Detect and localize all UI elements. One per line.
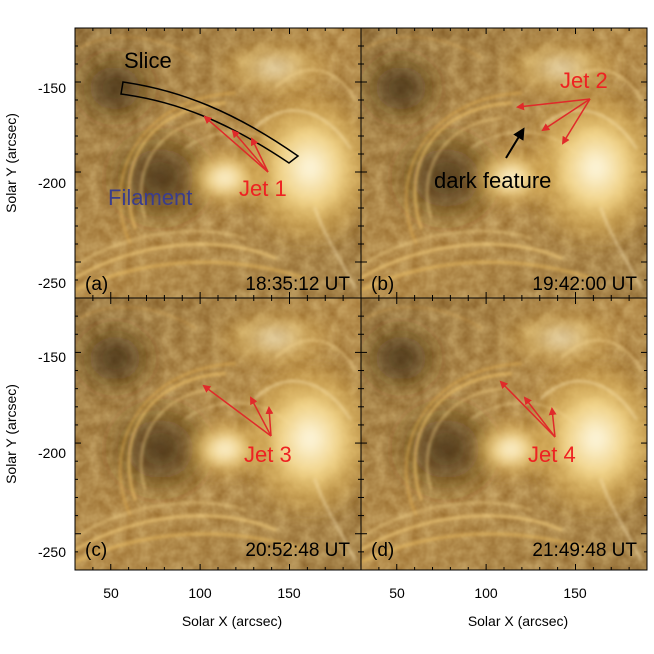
y-axis-title-top: Solar Y (arcsec) <box>3 113 19 213</box>
panel-b-time: 19:42:00 UT <box>532 274 637 295</box>
panel-d-time: 21:49:48 UT <box>532 540 637 561</box>
y-tick-c-200: -200 <box>38 445 66 461</box>
panel-a-tag: (a) <box>85 274 108 295</box>
panel-b-image <box>356 28 654 298</box>
panel-d-tag: (d) <box>371 540 394 561</box>
x-tick-c-100: 100 <box>188 585 212 601</box>
y-axis-title-bottom: Solar Y (arcsec) <box>3 384 19 484</box>
panel-d-image <box>356 298 654 570</box>
dark-feature-arrow <box>505 127 525 159</box>
tick-marks <box>75 28 647 570</box>
y-tick-c-250: -250 <box>38 544 66 560</box>
y-tick-c-150: -150 <box>38 349 66 365</box>
jet3-arrows <box>202 384 274 437</box>
x-axis-title-left: Solar X (arcsec) <box>182 613 282 629</box>
y-tick-a-250: -250 <box>38 275 66 291</box>
jet4-arrows <box>499 380 557 438</box>
panel-a-image <box>70 28 380 298</box>
panel-a-time: 18:35:12 UT <box>245 274 350 295</box>
panel-c-image <box>70 298 380 570</box>
jet4-label: Jet 4 <box>528 442 576 467</box>
jet2-arrows <box>516 98 591 145</box>
x-tick-c-150: 150 <box>277 585 301 601</box>
jet1-arrows <box>203 115 269 173</box>
filament-label: Filament <box>108 185 192 210</box>
x-tick-d-50: 50 <box>389 585 405 601</box>
y-tick-a-150: -150 <box>38 80 66 96</box>
slice-box <box>120 81 300 164</box>
x-axis-title-right: Solar X (arcsec) <box>468 613 568 629</box>
jet1-label: Jet 1 <box>239 176 287 201</box>
jet2-label: Jet 2 <box>560 68 608 93</box>
x-tick-c-50: 50 <box>103 585 119 601</box>
x-tick-d-150: 150 <box>563 585 587 601</box>
y-tick-a-200: -200 <box>38 175 66 191</box>
panel-c-time: 20:52:48 UT <box>245 540 350 561</box>
x-tick-d-100: 100 <box>474 585 498 601</box>
dark-feature-label: dark feature <box>434 168 551 193</box>
panel-c-tag: (c) <box>85 540 107 561</box>
slice-label: Slice <box>124 48 172 73</box>
jet3-label: Jet 3 <box>244 442 292 467</box>
panel-b-tag: (b) <box>371 274 394 295</box>
